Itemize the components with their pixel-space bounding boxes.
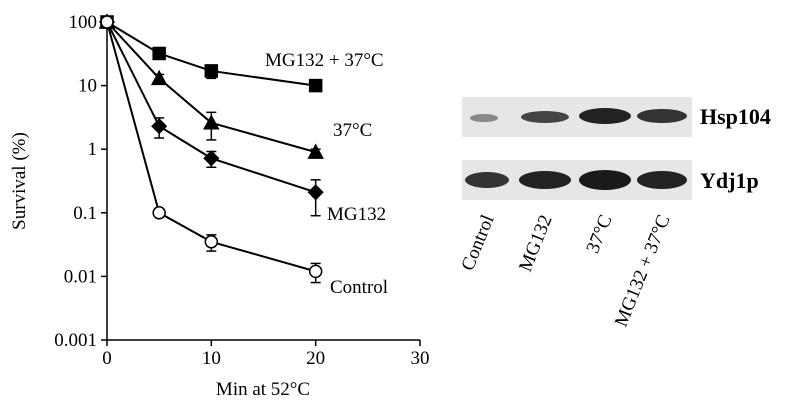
- blot: Hsp104 Ydj1p Control MG132 37°C MG132 + …: [457, 97, 771, 330]
- band: [465, 172, 509, 188]
- marker: [203, 114, 220, 130]
- marker: [100, 15, 114, 29]
- band: [579, 108, 631, 124]
- marker: [151, 118, 168, 135]
- marker: [203, 150, 220, 167]
- y-tick-label: 1: [88, 139, 98, 160]
- series-line: [106, 21, 316, 87]
- y-tick-label: 0.1: [73, 203, 97, 224]
- band: [579, 170, 631, 190]
- marker: [150, 69, 168, 86]
- marker: [152, 206, 166, 220]
- marker: [152, 46, 166, 61]
- lane-label: Control: [457, 212, 498, 274]
- y-tick-label: 100: [69, 12, 98, 33]
- band: [637, 109, 687, 123]
- x-tick-label: 0: [102, 348, 112, 369]
- lane-label: 37°C: [582, 212, 616, 256]
- series-line: [106, 21, 316, 194]
- blot-row-label: Hsp104: [700, 104, 771, 129]
- x-tick-label: 30: [411, 348, 430, 369]
- x-tick-label: 20: [306, 348, 325, 369]
- marker: [308, 78, 323, 93]
- series-line: [106, 21, 316, 154]
- marker: [307, 143, 324, 159]
- marker: [204, 235, 219, 249]
- blot-row-label: Ydj1p: [700, 168, 759, 193]
- series-label: MG132 + 37°C: [265, 50, 384, 71]
- band: [519, 171, 571, 189]
- lane-label: MG132: [515, 212, 557, 275]
- band: [470, 114, 498, 122]
- y-tick-label: 0.001: [54, 330, 97, 351]
- series-line: [106, 21, 316, 273]
- marker: [308, 264, 323, 279]
- x-tick-label: 10: [202, 348, 221, 369]
- series-label: MG132: [327, 204, 386, 225]
- series-label: Control: [330, 277, 388, 298]
- series-label: 37°C: [333, 120, 372, 141]
- marker: [307, 184, 324, 201]
- band: [637, 171, 687, 189]
- x-axis-label: Min at 52°C: [216, 379, 310, 400]
- marker: [204, 64, 219, 78]
- lane-label: MG132 + 37°C: [611, 212, 675, 330]
- y-tick-label: 0.01: [64, 266, 97, 287]
- band: [521, 111, 569, 123]
- y-axis-label: Survival (%): [9, 132, 30, 230]
- y-tick-label: 10: [78, 76, 97, 97]
